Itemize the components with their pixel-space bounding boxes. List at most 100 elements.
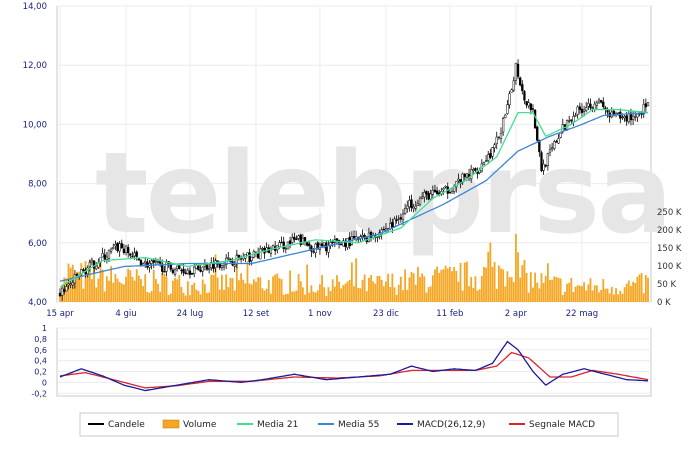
volume-bar	[152, 269, 155, 302]
volume-bar	[444, 265, 447, 302]
candle-body	[282, 241, 285, 250]
volume-bar	[393, 287, 396, 302]
candle-body	[433, 189, 437, 193]
volume-bar	[632, 281, 634, 302]
volume-bar	[495, 288, 498, 302]
volume-bar	[630, 285, 632, 302]
candle-body	[248, 252, 251, 262]
candle-body	[519, 77, 522, 86]
volume-bar	[233, 290, 236, 302]
volume-bar	[331, 279, 334, 302]
x-tick-label: 4 giu	[115, 309, 136, 319]
volume-bar	[99, 262, 102, 302]
candle-body	[536, 126, 539, 141]
candle-body	[199, 269, 202, 272]
volume-bar	[244, 283, 247, 302]
volume-bar	[608, 293, 611, 302]
volume-bar	[578, 285, 581, 302]
candle-body	[269, 248, 273, 254]
x-tick-label: 12 set	[243, 309, 270, 319]
legend-label: Segnale MACD	[529, 420, 595, 430]
volume-bar	[625, 283, 628, 302]
volume-bar	[476, 290, 479, 302]
candle-body	[65, 286, 68, 292]
volume-bar	[380, 279, 383, 302]
volume-bar	[642, 293, 645, 302]
volume-bar	[414, 284, 417, 302]
candle-body	[397, 218, 400, 220]
volume-bar	[451, 271, 453, 302]
candle-body	[459, 179, 462, 185]
volume-bar	[252, 279, 255, 302]
volume-bar	[595, 285, 598, 302]
volume-bar	[59, 295, 61, 302]
volume-bar	[304, 294, 306, 302]
legend-label: Volume	[183, 420, 217, 430]
candle-body	[585, 107, 588, 111]
candle-body	[323, 242, 326, 246]
volume-bar	[329, 291, 332, 302]
candle-body	[565, 120, 569, 130]
volume-bar	[80, 263, 83, 302]
candle-body	[305, 242, 309, 246]
volume-bar	[446, 268, 449, 302]
candle-body	[531, 108, 535, 110]
volume-bar	[478, 289, 481, 302]
candle-body	[291, 237, 294, 243]
candle-body	[391, 222, 394, 228]
macd-y-tick: -0,2	[31, 389, 47, 398]
candle-body	[472, 169, 475, 171]
price-y-tick: 14,00	[23, 2, 47, 12]
candle-body	[463, 174, 466, 178]
volume-bar	[131, 276, 134, 302]
volume-bar	[572, 291, 575, 302]
candle-body	[627, 113, 630, 123]
volume-bar	[201, 279, 204, 302]
candle-body	[444, 186, 447, 188]
volume-bar	[165, 276, 168, 302]
volume-bar	[178, 274, 181, 302]
watermark-text: telebprsa	[95, 129, 670, 259]
volume-bar	[270, 293, 272, 302]
candle-body	[101, 253, 104, 258]
candle-body	[525, 101, 528, 106]
candle-body	[504, 114, 507, 118]
volume-bar	[459, 262, 462, 302]
volume-bar	[120, 283, 123, 302]
candle-body	[470, 169, 473, 180]
candle-body	[474, 167, 477, 171]
volume-bar	[333, 286, 336, 302]
volume-bar	[453, 267, 456, 302]
price-y-tick: 12,00	[23, 61, 47, 71]
volume-bar	[76, 271, 78, 302]
volume-bar	[506, 271, 509, 302]
volume-bar	[163, 273, 166, 302]
volume-bar	[105, 276, 108, 302]
volume-bar	[78, 271, 81, 302]
candle-body	[538, 139, 541, 153]
volume-bar	[297, 274, 300, 302]
candle-body	[116, 242, 119, 252]
volume-bar	[463, 262, 466, 302]
volume-bar	[585, 290, 588, 302]
candle-body	[71, 282, 74, 286]
candle-body	[82, 269, 85, 271]
candle-body	[239, 258, 243, 260]
macd-y-tick: 0	[42, 378, 47, 387]
candle-body	[316, 242, 319, 250]
candle-body	[557, 138, 560, 144]
volume-bar	[613, 294, 615, 302]
macd-y-tick: 0,8	[34, 335, 47, 344]
candle-body	[644, 103, 648, 108]
volume-bar	[623, 287, 626, 302]
candle-body	[203, 264, 207, 267]
candle-body	[425, 191, 428, 195]
candle-body	[640, 113, 643, 115]
volume-bar	[86, 269, 89, 302]
volume-bar	[474, 276, 477, 302]
volume-bar	[591, 290, 594, 302]
candle-body	[124, 245, 128, 253]
volume-bar	[346, 281, 349, 302]
candle-body	[284, 248, 287, 250]
volume-bar	[602, 279, 605, 302]
